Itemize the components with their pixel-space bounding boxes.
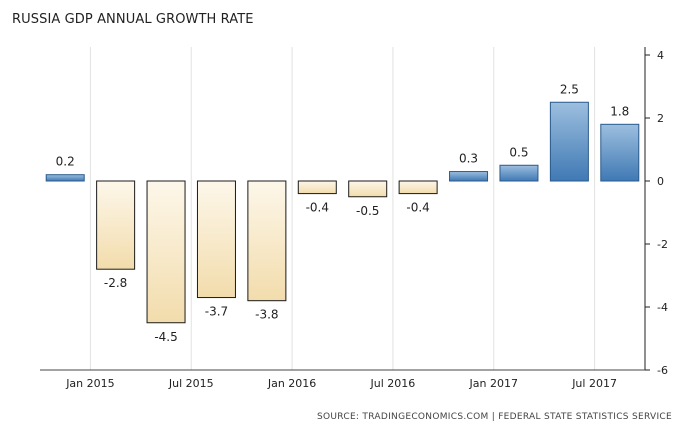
y-tick-label: -2 bbox=[657, 238, 668, 251]
data-label: 2.5 bbox=[560, 82, 579, 96]
data-label: -0.4 bbox=[406, 201, 429, 215]
chart-source: SOURCE: TRADINGECONOMICS.COM | FEDERAL S… bbox=[316, 412, 672, 422]
data-label: 0.2 bbox=[56, 155, 75, 169]
data-label: -4.5 bbox=[154, 330, 177, 344]
bar bbox=[247, 180, 287, 302]
bar bbox=[146, 180, 186, 324]
x-tick-label: Jul 2017 bbox=[571, 377, 617, 390]
y-tick-label: 4 bbox=[657, 49, 664, 62]
chart-title: RUSSIA GDP ANNUAL GROWTH RATE bbox=[12, 12, 254, 27]
data-label: 0.5 bbox=[509, 145, 528, 159]
y-tick-label: -6 bbox=[657, 364, 668, 377]
data-label: 1.8 bbox=[610, 104, 629, 118]
data-label: -0.4 bbox=[306, 201, 329, 215]
data-label: -0.5 bbox=[356, 204, 379, 218]
x-tick-label: Jan 2016 bbox=[267, 377, 316, 390]
x-tick-label: Jan 2015 bbox=[65, 377, 114, 390]
bar bbox=[196, 180, 236, 299]
bar bbox=[348, 180, 388, 198]
bar bbox=[96, 180, 136, 270]
bar bbox=[45, 174, 85, 182]
x-tick-label: Jul 2015 bbox=[168, 377, 214, 390]
bar bbox=[449, 171, 489, 182]
x-tick-label: Jan 2017 bbox=[469, 377, 518, 390]
y-tick-label: 0 bbox=[657, 175, 664, 188]
y-tick-label: -4 bbox=[657, 301, 668, 314]
data-label: -3.8 bbox=[255, 308, 278, 322]
y-tick-label: 2 bbox=[657, 112, 664, 125]
bar bbox=[398, 180, 438, 195]
data-label: -3.7 bbox=[205, 305, 228, 319]
bar bbox=[297, 180, 337, 195]
x-tick-label: Jul 2016 bbox=[370, 377, 416, 390]
bar bbox=[549, 101, 589, 182]
data-label: -2.8 bbox=[104, 276, 127, 290]
bar bbox=[600, 123, 640, 182]
data-label: 0.3 bbox=[459, 152, 478, 166]
bar bbox=[499, 164, 539, 182]
